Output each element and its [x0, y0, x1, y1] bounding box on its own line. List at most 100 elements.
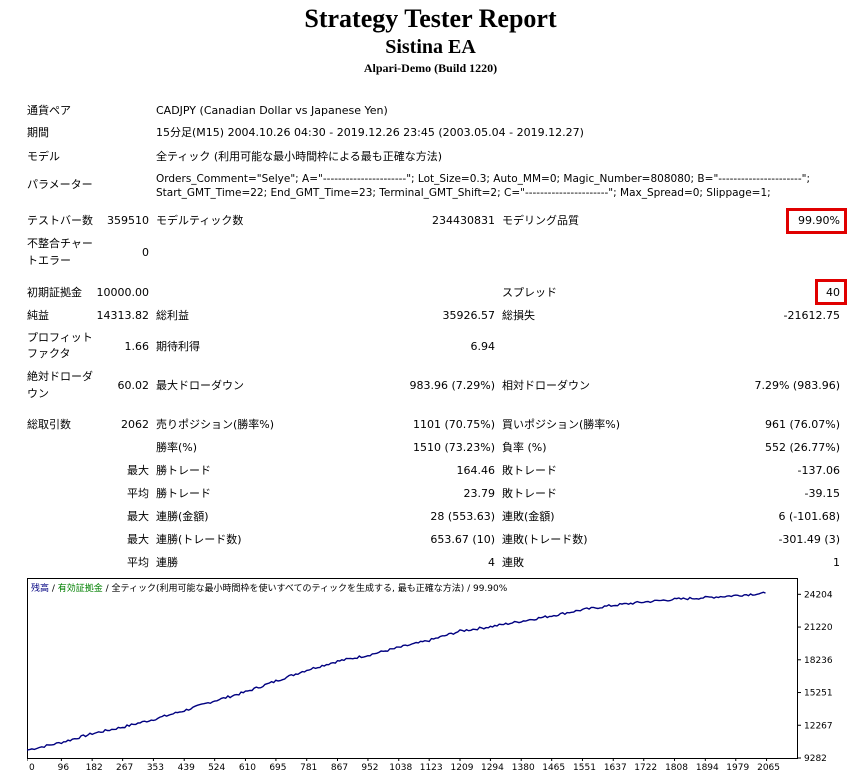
x-tick-label: 1979: [726, 763, 749, 773]
max-consec-losses-value: 6 (-101.68): [778, 510, 840, 523]
total-trades-label: 総取引数: [27, 418, 71, 431]
average-loss-value: -39.15: [804, 487, 840, 500]
mismatch-value: 0: [142, 246, 149, 259]
x-tick-label: 610: [239, 763, 256, 773]
legend-balance: 残高: [31, 582, 49, 594]
quality-value: 99.90%: [798, 214, 840, 227]
payoff-label: 期待利得: [156, 340, 200, 353]
max-consec-wins-label: 連勝(金額): [156, 510, 209, 523]
model-value: 全ティック (利用可能な最小時間枠による最も正確な方法): [156, 150, 443, 163]
x-tick-label: 2065: [757, 763, 780, 773]
average-loss-label: 敗トレード: [502, 487, 557, 500]
largest-loss-value: -137.06: [797, 464, 840, 477]
mismatch-label-2: トエラー: [27, 254, 71, 267]
x-tick-label: 439: [178, 763, 195, 773]
long-positions-value: 961 (76.07%): [764, 418, 840, 431]
expert-name: Sistina EA: [385, 36, 476, 58]
avg-consec-wins-label: 連勝: [156, 556, 178, 569]
loss-trades-label: 負率 (%): [502, 441, 547, 454]
rel-drawdown-label: 相対ドローダウン: [502, 379, 590, 392]
largest-label: 最大: [127, 464, 149, 477]
legend-model: / 全ティック(利用可能な最小時間枠を使いすべてのティックを生成する, 最も正確…: [103, 582, 508, 594]
profit-factor-value: 1.66: [124, 340, 150, 353]
max-consec-losses-label: 連敗(金額): [502, 510, 555, 523]
y-tick-label: 21220: [804, 623, 833, 633]
server-build: Alpari-Demo (Build 1220): [363, 61, 498, 75]
quality-label: モデリング品質: [502, 214, 579, 227]
average-label: 平均: [127, 487, 149, 500]
maximum-label-2: 最大: [127, 533, 149, 546]
model-label: モデル: [27, 150, 60, 163]
report-title: Strategy Tester Report: [304, 4, 557, 33]
spread-value: 40: [826, 286, 840, 299]
x-tick-label: 1465: [542, 763, 565, 773]
average-profit-label: 勝トレード: [156, 487, 211, 500]
profit-trades-label: 勝率(%): [156, 441, 198, 454]
total-trades-value: 2062: [121, 418, 149, 431]
y-tick-label: 15251: [804, 689, 833, 699]
gross-profit-value: 35926.57: [442, 309, 496, 322]
x-tick-label: 1722: [634, 763, 657, 773]
params-label: パラメーター: [27, 178, 93, 191]
profit-factor-label-2: ファクタ: [27, 347, 71, 360]
symbol-label: 通貨ペア: [27, 104, 71, 117]
max-consec-loss-value: -301.49 (3): [778, 533, 840, 546]
max-drawdown-value: 983.96 (7.29%): [409, 379, 495, 392]
bars-label: テストバー数: [27, 214, 93, 227]
symbol-value: CADJPY (Canadian Dollar vs Japanese Yen): [156, 104, 388, 117]
quality-highlight: [786, 208, 847, 234]
ticks-value: 234430831: [432, 214, 495, 227]
profit-factor-label-1: プロフィット: [27, 331, 93, 344]
largest-profit-label: 勝トレード: [156, 464, 211, 477]
spread-label: スプレッド: [502, 286, 557, 299]
x-tick-label: 1038: [389, 763, 412, 773]
short-positions-value: 1101 (70.75%): [412, 418, 495, 431]
max-consec-profit-value: 653.67 (10): [430, 533, 495, 546]
loss-trades-value: 552 (26.77%): [764, 441, 840, 454]
max-consec-loss-label: 連敗(トレード数): [502, 533, 588, 546]
balance-chart: 残高 / 有効証拠金 / 全ティック(利用可能な最小時間枠を使いすべてのティック…: [27, 578, 833, 773]
x-tick-label: 1808: [665, 763, 688, 773]
profit-trades-value: 1510 (73.23%): [412, 441, 495, 454]
max-consec-wins-value: 28 (553.63): [430, 510, 495, 523]
abs-drawdown-value: 60.02: [117, 379, 150, 392]
x-tick-label: 267: [116, 763, 133, 773]
deposit-label: 初期証拠金: [27, 286, 82, 299]
ticks-label: モデルティック数: [156, 214, 244, 227]
bars-value: 359510: [107, 214, 149, 227]
average-label-2: 平均: [127, 556, 149, 569]
x-tick-label: 1894: [696, 763, 719, 773]
net-profit-label: 純益: [27, 309, 49, 322]
rel-drawdown-value: 7.29% (983.96): [754, 379, 840, 392]
x-tick-label: 353: [147, 763, 164, 773]
legend-equity: 有効証拠金: [58, 582, 103, 594]
x-tick-label: 0: [29, 763, 35, 773]
average-profit-value: 23.79: [463, 487, 496, 500]
gross-loss-label: 総損失: [502, 309, 535, 322]
plot-frame: [27, 578, 798, 759]
max-consec-profit-label: 連勝(トレード数): [156, 533, 242, 546]
x-tick-label: 1637: [604, 763, 627, 773]
y-tick-label: 18236: [804, 656, 833, 666]
x-tick-label: 1123: [420, 763, 443, 773]
avg-consec-losses-label: 連敗: [502, 556, 524, 569]
net-profit-value: 14313.82: [96, 309, 150, 322]
abs-drawdown-label-1: 絶対ドローダ: [27, 370, 93, 383]
avg-consec-wins-value: 4: [488, 556, 495, 569]
x-tick-label: 1551: [573, 763, 596, 773]
y-tick-label: 12267: [804, 721, 833, 731]
payoff-value: 6.94: [470, 340, 496, 353]
x-tick-label: 524: [208, 763, 225, 773]
gross-loss-value: -21612.75: [783, 309, 840, 322]
x-tick-label: 1380: [512, 763, 535, 773]
x-tick-label: 952: [361, 763, 378, 773]
svg-text:残高 / 有効証拠金 / 全ティック(利用可能な最小時間枠を: 残高 / 有効証拠金 / 全ティック(利用可能な最小時間枠を使いすべてのティック…: [31, 582, 508, 594]
abs-drawdown-label-2: ウン: [27, 387, 49, 400]
mismatch-label-1: 不整合チャー: [27, 237, 93, 250]
short-positions-label: 売りポジション(勝率%): [156, 418, 275, 431]
y-tick-label: 24204: [804, 590, 833, 600]
x-tick-label: 1294: [481, 763, 504, 773]
x-tick-label: 1209: [451, 763, 474, 773]
x-tick-label: 695: [269, 763, 286, 773]
avg-consec-losses-value: 1: [833, 556, 840, 569]
